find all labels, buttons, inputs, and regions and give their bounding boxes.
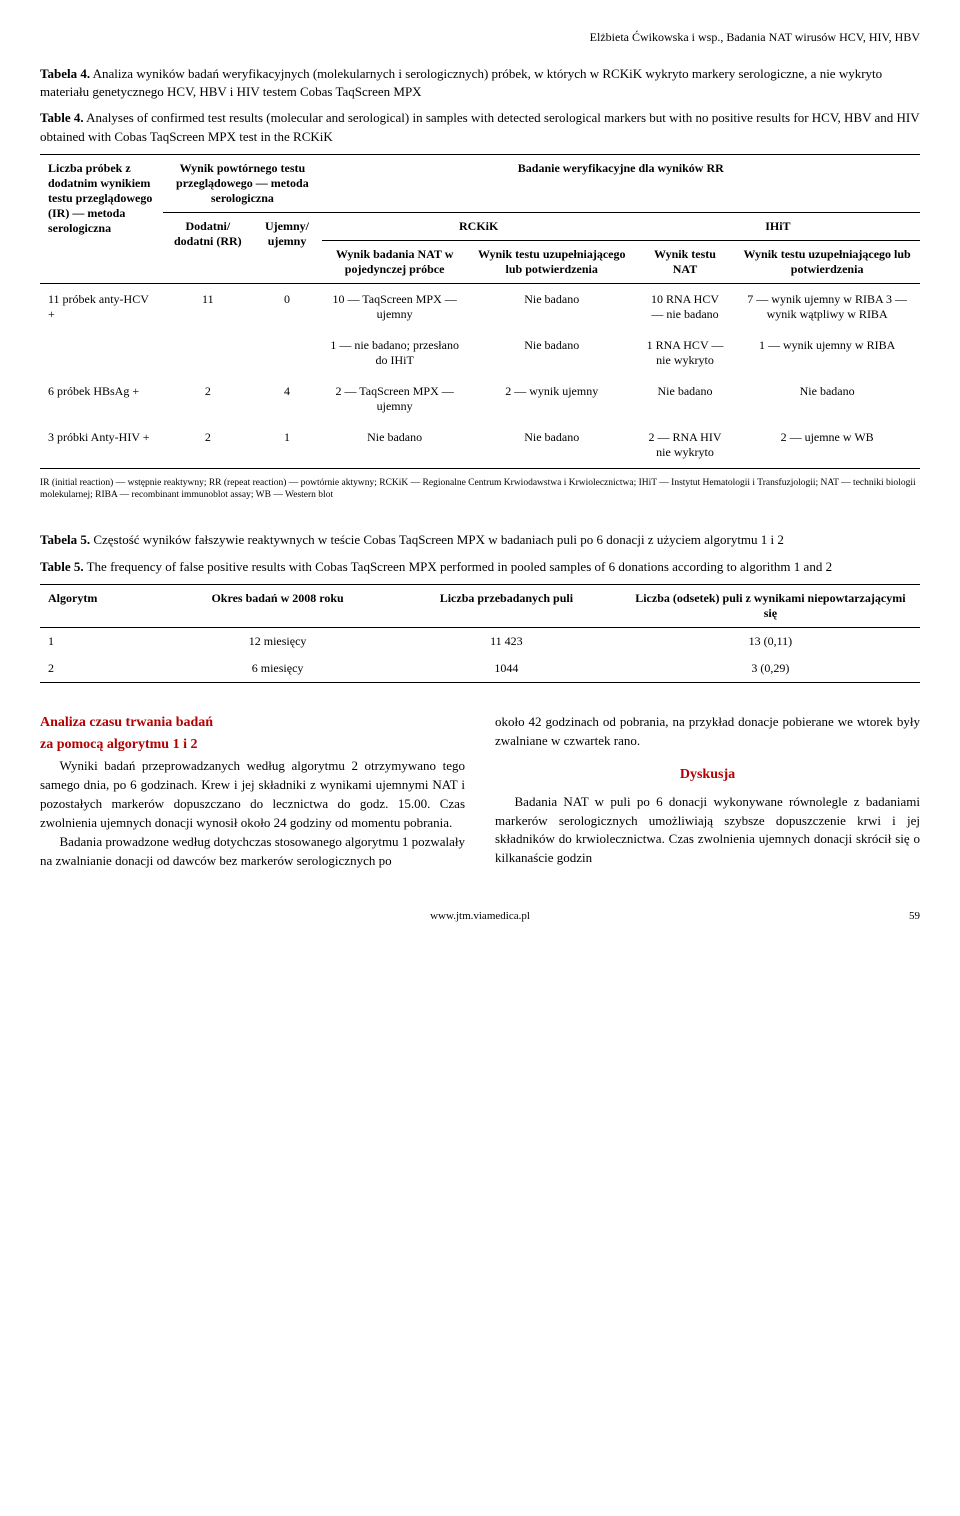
table5-caption-en: Table 5. The frequency of false positive… (40, 558, 920, 576)
t4-h-dodatni: Dodatni/ dodatni (RR) (163, 212, 252, 283)
cell: 0 (252, 283, 321, 330)
table5-caption-text-pl: Częstość wyników fałszywie reaktywnych w… (93, 532, 784, 547)
cell: Nie badano (468, 330, 636, 376)
table5-label-en: Table 5. (40, 559, 84, 574)
table5-caption-text-en: The frequency of false positive results … (87, 559, 832, 574)
cell: 2 (163, 376, 252, 422)
table4-caption-pl: Tabela 4. Analiza wyników badań weryfika… (40, 65, 920, 101)
cell: 2 — TaqScreen MPX — ujemny (322, 376, 468, 422)
right-column: około 42 godzinach od pobrania, na przyk… (495, 713, 920, 871)
two-column-text: Analiza czasu trwania badań za pomocą al… (40, 713, 920, 871)
cell: Nie badano (468, 283, 636, 330)
table4-label-pl: Tabela 4. (40, 66, 90, 81)
cell: 1044 (392, 655, 621, 683)
cell: 1 RNA HCV — nie wykryto (636, 330, 734, 376)
cell: 2 — wynik ujemny (468, 376, 636, 422)
table-row: 6 próbek HBsAg + 2 4 2 — TaqScreen MPX —… (40, 376, 920, 422)
cell (40, 330, 163, 376)
cell: Nie badano (468, 422, 636, 469)
cell: 6 miesięcy (163, 655, 392, 683)
t5-h3: Liczba przebadanych puli (392, 584, 621, 627)
t5-h2: Okres badań w 2008 roku (163, 584, 392, 627)
t4-h-ihit-nat: Wynik testu NAT (636, 240, 734, 283)
cell: 3 (0,29) (621, 655, 920, 683)
cell: 7 — wynik ujemny w RIBA 3 — wynik wątpli… (734, 283, 920, 330)
paragraph: Badania NAT w puli po 6 donacji wykonywa… (495, 793, 920, 868)
footer-url: www.jtm.viamedica.pl (80, 910, 880, 922)
table4-footnote: IR (initial reaction) — wstępnie reaktyw… (40, 477, 920, 502)
cell: Nie badano (636, 376, 734, 422)
cell: 1 — wynik ujemny w RIBA (734, 330, 920, 376)
paragraph: Wyniki badań przeprowadzanych według alg… (40, 757, 465, 832)
cell: 2 (40, 655, 163, 683)
table4-caption-en: Table 4. Analyses of confirmed test resu… (40, 109, 920, 145)
cell: 1 (252, 422, 321, 469)
cell: 12 miesięcy (163, 627, 392, 655)
cell: 11 423 (392, 627, 621, 655)
table4: Liczba próbek z dodatnim wynikiem testu … (40, 154, 920, 469)
section-title-analiza-2: za pomocą algorytmu 1 i 2 (40, 735, 465, 755)
table5-label-pl: Tabela 5. (40, 532, 90, 547)
cell: Nie badano (322, 422, 468, 469)
cell: 11 (163, 283, 252, 330)
cell: 10 — TaqScreen MPX — ujemny (322, 283, 468, 330)
t4-h-ujemny: Ujemny/ ujemny (252, 212, 321, 283)
table4-label-en: Table 4. (40, 110, 84, 125)
cell: 3 próbki Anty-HIV + (40, 422, 163, 469)
running-head: Elżbieta Ćwikowska i wsp., Badania NAT w… (40, 30, 920, 45)
table-row: 1 12 miesięcy 11 423 13 (0,11) (40, 627, 920, 655)
cell: 11 próbek anty-HCV + (40, 283, 163, 330)
cell: 10 RNA HCV — nie badano (636, 283, 734, 330)
section-title-dyskusja: Dyskusja (495, 765, 920, 785)
t4-h-col3: Badanie weryfikacyjne dla wyników RR (322, 154, 920, 212)
t4-h-rckik: RCKiK (322, 212, 636, 240)
t4-h-rckik-test: Wynik testu uzupełniającego lub potwierd… (468, 240, 636, 283)
table-row: 3 próbki Anty-HIV + 2 1 Nie badano Nie b… (40, 422, 920, 469)
paragraph: Badania prowadzone według dotychczas sto… (40, 833, 465, 871)
t4-h-rckik-nat: Wynik badania NAT w pojedynczej próbce (322, 240, 468, 283)
cell: 1 — nie badano; przesłano do IHiT (322, 330, 468, 376)
table-row: 11 próbek anty-HCV + 11 0 10 — TaqScreen… (40, 283, 920, 330)
table-row: 2 6 miesięcy 1044 3 (0,29) (40, 655, 920, 683)
cell: 2 — RNA HIV nie wykryto (636, 422, 734, 469)
table4-caption-text-pl: Analiza wyników badań weryfikacyjnych (m… (40, 66, 882, 99)
table4-caption-text-en: Analyses of confirmed test results (mole… (40, 110, 919, 143)
table5: Algorytm Okres badań w 2008 roku Liczba … (40, 584, 920, 683)
cell: 6 próbek HBsAg + (40, 376, 163, 422)
table-row: 1 — nie badano; przesłano do IHiT Nie ba… (40, 330, 920, 376)
t4-h-ihit-test: Wynik testu uzupełniającego lub potwierd… (734, 240, 920, 283)
left-column: Analiza czasu trwania badań za pomocą al… (40, 713, 465, 871)
t4-h-ihit: IHiT (636, 212, 920, 240)
paragraph: około 42 godzinach od pobrania, na przyk… (495, 713, 920, 751)
section-title-analiza-1: Analiza czasu trwania badań (40, 713, 465, 733)
page-footer: www.jtm.viamedica.pl 59 (40, 910, 920, 922)
table5-caption-pl: Tabela 5. Częstość wyników fałszywie rea… (40, 531, 920, 549)
cell: Nie badano (734, 376, 920, 422)
t4-h-col2: Wynik powtórnego testu przeglądowego — m… (163, 154, 321, 212)
cell: 4 (252, 376, 321, 422)
t5-h4: Liczba (odsetek) puli z wynikami niepowt… (621, 584, 920, 627)
cell: 1 (40, 627, 163, 655)
cell: 2 — ujemne w WB (734, 422, 920, 469)
footer-page-number: 59 (880, 910, 920, 922)
cell (252, 330, 321, 376)
cell: 2 (163, 422, 252, 469)
cell (163, 330, 252, 376)
cell: 13 (0,11) (621, 627, 920, 655)
t4-h-col1: Liczba próbek z dodatnim wynikiem testu … (40, 154, 163, 283)
t5-h1: Algorytm (40, 584, 163, 627)
